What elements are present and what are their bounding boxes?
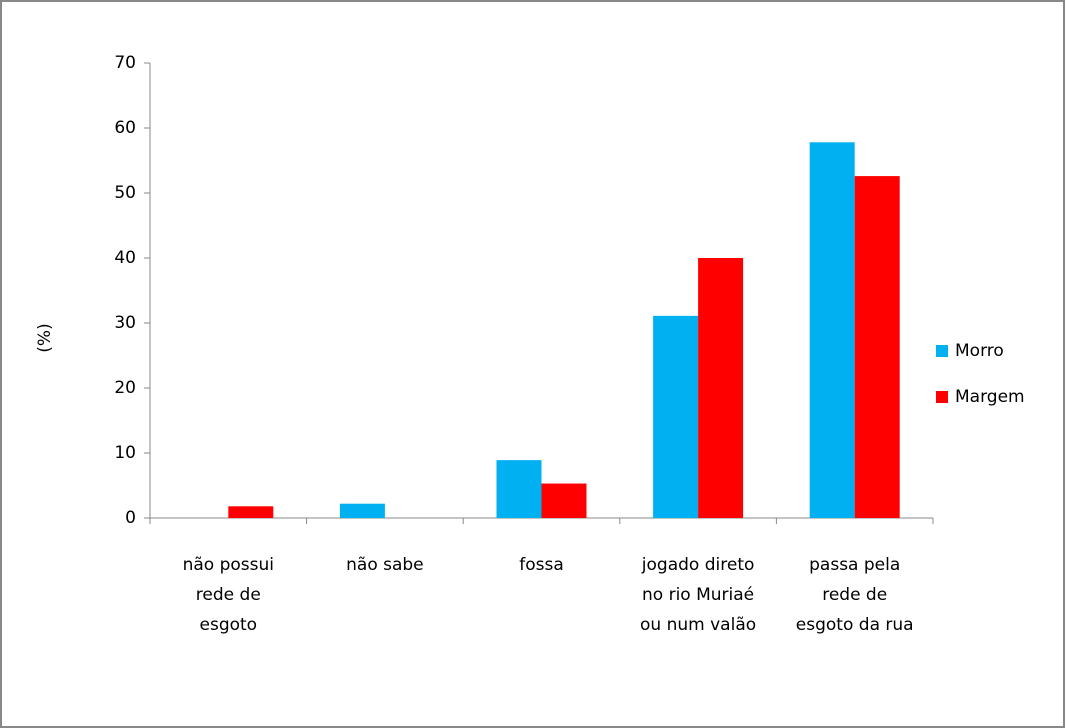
y-tick-label: 10 (114, 443, 136, 463)
y-tick-label: 20 (114, 378, 136, 398)
bar (541, 483, 587, 518)
bar (854, 176, 900, 518)
bar (228, 506, 274, 518)
x-tick-label: jogado direto no rio Muriaé ou num valão (640, 555, 756, 635)
y-tick-label: 0 (125, 508, 136, 528)
y-tick-label: 40 (114, 248, 136, 268)
bar (809, 142, 855, 519)
bar (698, 258, 744, 518)
legend-swatch (936, 345, 948, 357)
y-tick-label: 50 (114, 183, 136, 203)
legend-label: Margem (955, 387, 1025, 407)
x-tick-label: não sabe (346, 555, 424, 575)
bar (496, 460, 542, 518)
y-tick-label: 60 (114, 118, 136, 138)
x-tick-label: não possui rede de esgoto (183, 555, 274, 635)
y-tick-label: 30 (114, 313, 136, 333)
bar (653, 315, 699, 518)
y-tick-label: 70 (114, 53, 136, 73)
legend-label: Morro (955, 341, 1004, 361)
y-axis-label: (%) (35, 323, 55, 352)
x-tick-label: passa pela rede de esgoto da rua (796, 555, 914, 635)
legend-swatch (936, 391, 948, 403)
bar (339, 503, 385, 518)
x-tick-label: fossa (519, 555, 564, 575)
